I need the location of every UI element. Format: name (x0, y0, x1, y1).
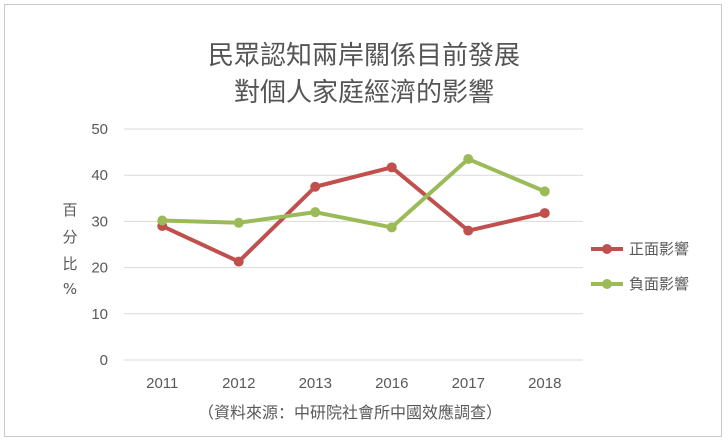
y-axis-ticks: 0 10 20 30 40 50 (91, 121, 108, 369)
data-point-1-2018 (539, 186, 550, 197)
y-tick-label-50: 50 (91, 121, 108, 138)
y-axis-label-char-3: 比 (62, 255, 77, 273)
data-point-0-2016 (386, 162, 397, 173)
data-point-0-2017 (463, 225, 474, 236)
series-line-0 (161, 165, 546, 264)
source-note: （資料來源：中研院社會所中國效應調查） (198, 403, 502, 422)
chart-title-line-2: 對個人家庭經濟的影響 (234, 78, 494, 108)
legend-marker-positive (602, 244, 612, 254)
y-axis-label-char-2: 分 (62, 228, 77, 246)
x-tick-label-2018: 2018 (528, 375, 561, 392)
x-tick-label-2013: 2013 (299, 375, 332, 392)
x-tick-label-2017: 2017 (452, 375, 485, 392)
data-point-1-2013 (310, 207, 321, 218)
y-tick-label-10: 10 (91, 306, 108, 323)
data-point-1-2012 (233, 217, 244, 228)
x-tick-label-2012: 2012 (222, 375, 255, 392)
y-tick-label-0: 0 (100, 352, 108, 369)
data-point-0-2013 (310, 181, 321, 192)
legend-item-negative: 負面影響 (591, 275, 689, 293)
legend-label-positive: 正面影響 (629, 240, 689, 258)
data-point-1-2011 (157, 215, 168, 226)
legend: 正面影響 負面影響 (591, 240, 689, 293)
series-line-1 (162, 157, 546, 230)
legend-label-negative: 負面影響 (629, 275, 689, 293)
y-tick-label-40: 40 (91, 167, 108, 184)
legend-item-positive: 正面影響 (591, 240, 689, 258)
x-tick-label-2011: 2011 (146, 375, 178, 392)
data-point-1-2017 (463, 154, 474, 165)
y-axis-label-char-1: 百 (62, 201, 77, 219)
data-point-0-2018 (539, 208, 550, 219)
gridlines (124, 128, 583, 361)
y-axis-label-char-4: % (63, 280, 77, 298)
legend-marker-negative (602, 279, 612, 289)
x-tick-label-2016: 2016 (375, 375, 408, 392)
x-axis-ticks: 2011 2012 2013 2016 2017 2018 (146, 375, 561, 392)
chart-title-line-1: 民眾認知兩岸關係目前發展 (208, 41, 520, 71)
series-layer (157, 154, 550, 267)
y-tick-label-20: 20 (91, 260, 108, 277)
data-point-1-2016 (386, 222, 397, 233)
y-tick-label-30: 30 (91, 213, 108, 230)
data-point-0-2012 (233, 256, 244, 267)
